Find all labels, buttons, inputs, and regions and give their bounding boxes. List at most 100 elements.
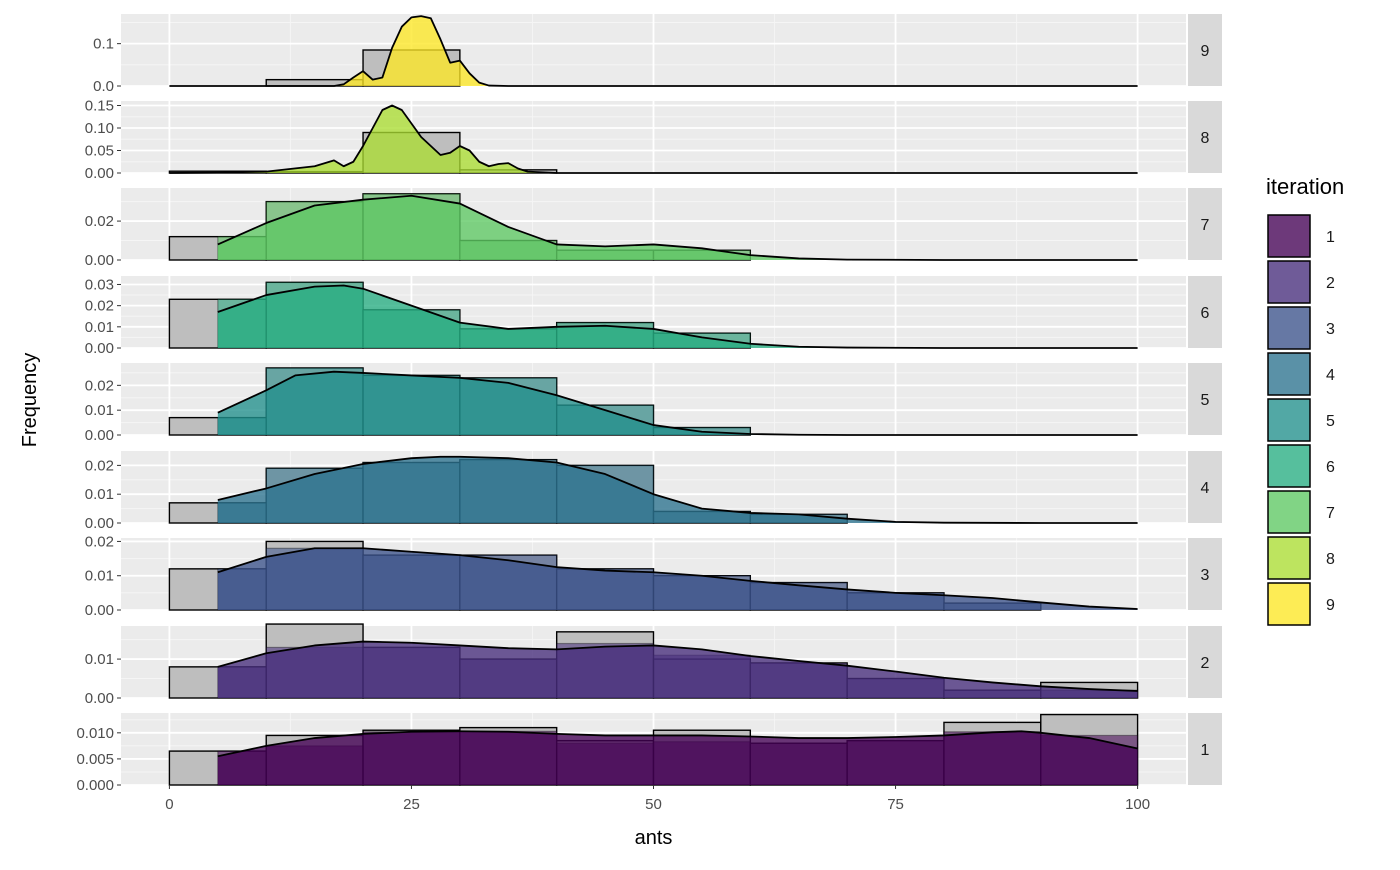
facet-panel-7: 0.00 0.02 7 (85, 188, 1222, 269)
legend-label: 2 (1326, 275, 1335, 292)
density-area (169, 105, 1138, 173)
facet-panel-1: 0.000 0.005 0.010 1 (76, 713, 1222, 794)
y-tick-label: 0.00 (85, 427, 114, 444)
legend-key (1267, 352, 1311, 396)
density-area (217, 641, 1138, 698)
x-tick-label: 75 (887, 796, 904, 813)
legend-key (1267, 444, 1311, 488)
facet-strip-label: 4 (1201, 480, 1210, 497)
facet-panel-5: 0.00 0.01 0.02 5 (85, 363, 1222, 444)
y-tick-label: 0.01 (85, 319, 114, 336)
legend-label: 9 (1326, 597, 1335, 614)
density-line (169, 104, 1138, 174)
y-tick-label: 0.00 (85, 340, 114, 357)
facet-panel-9: 0.0 0.1 9 (93, 14, 1222, 95)
facet-strip (1188, 451, 1222, 523)
facet-strip (1188, 538, 1222, 610)
density-line (217, 640, 1138, 692)
density-area (217, 195, 1138, 260)
y-tick-label: 0.000 (76, 777, 114, 794)
y-tick-label: 0.1 (93, 36, 114, 53)
x-tick-label: 25 (403, 796, 420, 813)
facet-strip (1188, 188, 1222, 260)
density-area (217, 285, 1138, 348)
facet-panel-8: 0.00 0.05 0.10 0.15 8 (85, 98, 1222, 182)
x-tick-label: 50 (645, 796, 662, 813)
y-axis-title: Frequency (19, 353, 41, 448)
y-tick-label: 0.05 (85, 143, 114, 160)
legend-key (1267, 582, 1311, 626)
density-area (217, 456, 1138, 523)
legend-key (1267, 490, 1311, 534)
density-line (217, 370, 1138, 436)
density-area (217, 731, 1138, 785)
y-tick-label: 0.00 (85, 602, 114, 619)
y-tick-label: 0.01 (85, 402, 114, 419)
legend-title: iteration (1266, 174, 1344, 199)
legend-key (1267, 306, 1311, 350)
facet-strip-label: 6 (1201, 305, 1210, 322)
legend-label: 4 (1326, 367, 1335, 384)
y-tick-label: 0.10 (85, 120, 114, 137)
y-tick-label: 0.03 (85, 276, 114, 293)
density-line (217, 547, 1138, 610)
facet-strip-label: 9 (1201, 43, 1210, 60)
legend-label: 8 (1326, 551, 1335, 568)
density-area (169, 16, 1138, 87)
y-tick-label: 0.01 (85, 486, 114, 503)
density-area (217, 548, 1138, 610)
facet-strip-label: 5 (1201, 392, 1210, 409)
legend-key (1267, 260, 1311, 304)
y-tick-label: 0.00 (85, 252, 114, 269)
density-line (217, 455, 1138, 524)
facet-strip (1188, 363, 1222, 435)
density-line (217, 730, 1138, 758)
legend-label: 3 (1326, 321, 1335, 338)
legend: iteration 1 2 3 4 5 6 7 8 9 (1266, 174, 1344, 626)
facet-strip (1188, 101, 1222, 173)
facet-strip-label: 3 (1201, 567, 1210, 584)
facet-strip (1188, 276, 1222, 348)
legend-label: 7 (1326, 505, 1335, 522)
y-tick-label: 0.01 (85, 651, 114, 668)
facet-strip-label: 1 (1201, 742, 1210, 759)
facet-strip (1188, 713, 1222, 785)
y-tick-label: 0.15 (85, 98, 114, 115)
y-tick-label: 0.02 (85, 457, 114, 474)
y-tick-label: 0.00 (85, 165, 114, 182)
facet-panel-6: 0.00 0.01 0.02 0.03 6 (85, 276, 1222, 357)
facet-strip-label: 2 (1201, 655, 1210, 672)
facet-strip-label: 8 (1201, 130, 1210, 147)
y-tick-label: 0.02 (85, 377, 114, 394)
facet-panel-2: 0.00 0.01 2 (85, 623, 1222, 707)
legend-key (1267, 536, 1311, 580)
y-tick-label: 0.02 (85, 533, 114, 550)
legend-label: 6 (1326, 459, 1335, 476)
y-tick-label: 0.010 (76, 725, 114, 742)
y-tick-label: 0.0 (93, 78, 114, 95)
density-area (217, 371, 1138, 435)
x-tick-label: 100 (1125, 796, 1150, 813)
y-tick-label: 0.005 (76, 751, 114, 768)
y-tick-label: 0.01 (85, 568, 114, 585)
x-tick-label: 0 (165, 796, 173, 813)
y-tick-label: 0.00 (85, 515, 114, 532)
facet-panel-4: 0.00 0.01 0.02 4 (85, 451, 1222, 532)
facet-panel-3: 0.00 0.01 0.02 3 (85, 533, 1222, 619)
density-line (217, 194, 1138, 261)
legend-label: 1 (1326, 229, 1335, 246)
legend-key (1267, 214, 1311, 258)
legend-key (1267, 398, 1311, 442)
facet-strip-label: 7 (1201, 217, 1210, 234)
y-tick-label: 0.02 (85, 298, 114, 315)
x-axis-title: ants (635, 827, 673, 849)
facet-strip (1188, 626, 1222, 698)
legend-label: 5 (1326, 413, 1335, 430)
density-line (169, 15, 1138, 87)
y-tick-label: 0.00 (85, 690, 114, 707)
facet-strip (1188, 14, 1222, 86)
density-line (217, 284, 1138, 349)
y-tick-label: 0.02 (85, 213, 114, 230)
